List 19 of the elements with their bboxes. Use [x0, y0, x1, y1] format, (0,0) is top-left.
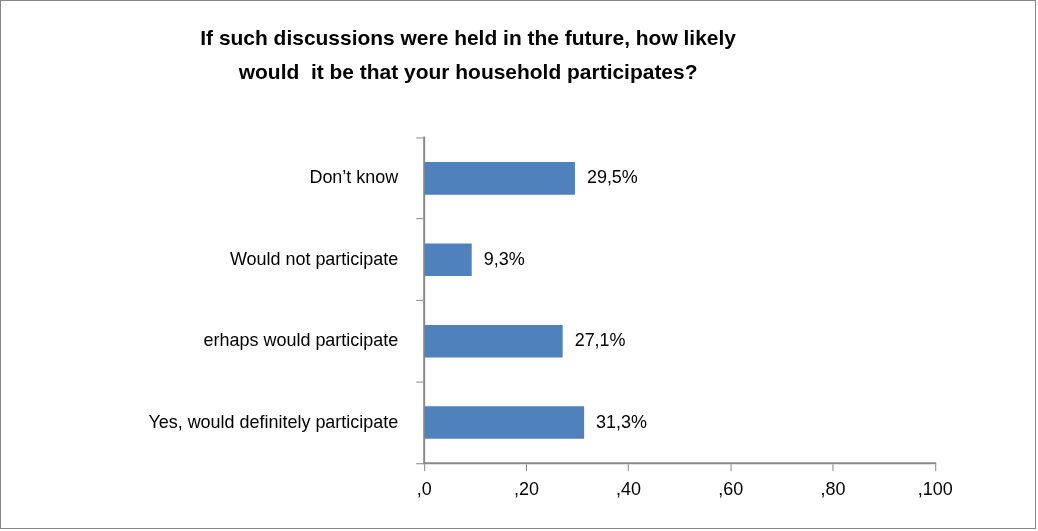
x-tick-label: ,0: [416, 478, 432, 499]
data-label: 29,5%: [586, 167, 638, 188]
y-tick-label: Yes, would definitely participate: [148, 411, 399, 432]
bar: [424, 324, 563, 358]
bar: [424, 162, 575, 195]
data-label: 27,1%: [574, 330, 626, 351]
x-tick-label: ,80: [820, 478, 846, 499]
chart-title: If such discussions were held in the future, how likely would it be that your household participates?: [200, 26, 737, 83]
y-tick-label: erhaps would participate: [203, 330, 399, 351]
x-tick-label: ,60: [718, 478, 744, 499]
y-tick-label: Don’t know: [309, 167, 399, 188]
y-tick-label: Would not participate: [229, 248, 399, 269]
x-tick-label: ,100: [917, 478, 953, 499]
bar: [424, 243, 472, 277]
data-label: 31,3%: [596, 411, 648, 432]
x-tick-label: ,40: [616, 478, 642, 499]
data-label: 9,3%: [483, 248, 525, 269]
bar: [424, 406, 585, 439]
x-tick-label: ,20: [513, 478, 539, 499]
